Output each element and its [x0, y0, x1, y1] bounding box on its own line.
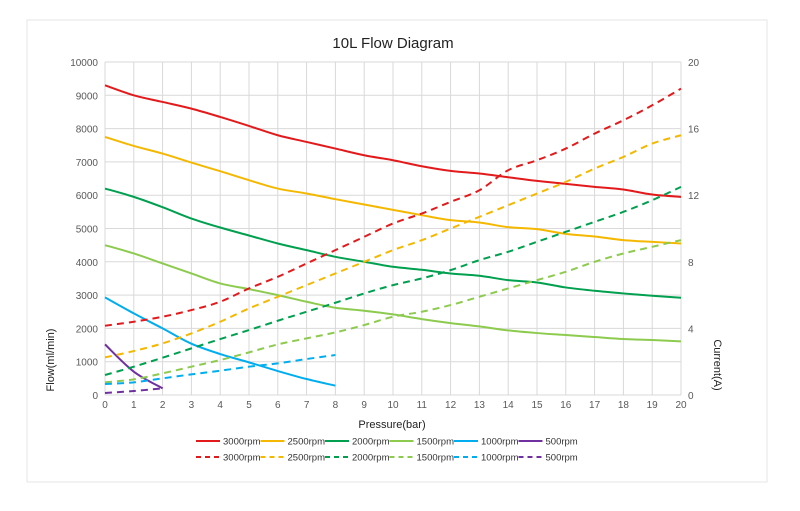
series-line-2500rpm-solid — [104, 135, 682, 245]
x-axis-label: Pressure(bar) — [358, 419, 425, 431]
x-tick-label: 6 — [275, 400, 281, 411]
series-line-3000rpm-solid — [104, 84, 682, 198]
y-tick-label: 4000 — [76, 258, 99, 269]
x-tick-label: 13 — [474, 400, 486, 411]
legend-label: 3000rpm — [223, 437, 261, 448]
legend-label: 500rpm — [546, 437, 578, 448]
series-line-500rpm-dashed — [104, 387, 163, 394]
y2-tick-label: 4 — [688, 324, 694, 335]
x-tick-label: 19 — [647, 400, 659, 411]
x-tick-label: 16 — [560, 400, 572, 411]
x-tick-label: 11 — [417, 400, 428, 411]
y-tick-label: 8000 — [76, 125, 99, 136]
x-tick-label: 17 — [589, 400, 601, 411]
y-tick-label: 3000 — [76, 291, 99, 302]
chart-border — [26, 19, 768, 483]
series-line-1000rpm-dashed — [104, 354, 336, 386]
legend-label: 1500rpm — [417, 453, 455, 464]
x-tick-label: 7 — [304, 400, 310, 411]
y2-axis-label: Current(A) — [711, 339, 723, 390]
y-tick-label: 2000 — [76, 324, 99, 335]
y-axis-label: Flow(ml/min) — [45, 329, 57, 392]
series-line-500rpm-solid — [104, 343, 164, 390]
series-line-3000rpm-dashed — [104, 87, 682, 327]
y2-tick-label: 20 — [688, 58, 700, 69]
y2-tick-label: 12 — [688, 191, 700, 202]
x-tick-label: 18 — [618, 400, 630, 411]
legend-label: 2000rpm — [352, 453, 390, 464]
y-tick-label: 6000 — [76, 191, 99, 202]
series-line-2000rpm-dashed — [104, 185, 682, 376]
y-tick-label: 1000 — [76, 358, 99, 369]
x-tick-label: 3 — [189, 400, 195, 411]
y2-tick-label: 16 — [688, 125, 700, 136]
x-tick-label: 9 — [361, 400, 367, 411]
y2-tick-label: 0 — [688, 391, 694, 402]
y2-tick-label: 8 — [688, 258, 694, 269]
y-tick-label: 9000 — [76, 91, 99, 102]
y-tick-label: 10000 — [70, 58, 98, 69]
legend-label: 1500rpm — [417, 437, 455, 448]
x-tick-label: 0 — [102, 400, 108, 411]
legend-label: 3000rpm — [223, 453, 261, 464]
legend-label: 2500rpm — [288, 437, 326, 448]
legend-label: 1000rpm — [481, 453, 519, 464]
x-tick-label: 14 — [503, 400, 515, 411]
series-line-1500rpm-solid — [104, 244, 682, 343]
x-tick-label: 4 — [217, 400, 223, 411]
x-tick-label: 1 — [131, 400, 137, 411]
legend-label: 1000rpm — [481, 437, 519, 448]
series-line-1500rpm-dashed — [104, 239, 682, 384]
x-tick-label: 5 — [246, 400, 252, 411]
y-tick-label: 7000 — [76, 158, 99, 169]
x-tick-label: 8 — [333, 400, 339, 411]
y-tick-label: 5000 — [76, 225, 99, 236]
legend-label: 2000rpm — [352, 437, 390, 448]
legend-label: 500rpm — [546, 453, 578, 464]
x-tick-label: 20 — [675, 400, 687, 411]
chart-title: 10L Flow Diagram — [332, 35, 453, 52]
series-line-2000rpm-solid — [104, 187, 682, 299]
x-tick-label: 15 — [531, 400, 543, 411]
legend-label: 2500rpm — [288, 453, 326, 464]
x-tick-label: 10 — [387, 400, 399, 411]
y-tick-label: 0 — [92, 391, 98, 402]
series-line-2500rpm-dashed — [104, 134, 682, 359]
series-line-1000rpm-solid — [104, 296, 336, 387]
x-tick-label: 12 — [445, 400, 457, 411]
x-tick-label: 2 — [160, 400, 166, 411]
